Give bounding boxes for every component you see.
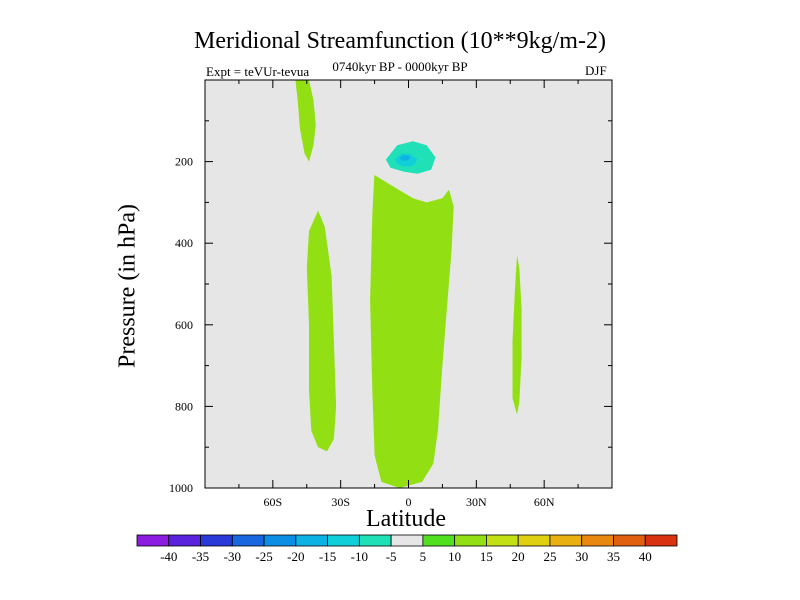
contour-region-7 — [306, 210, 337, 452]
colorbar-swatch — [581, 534, 614, 547]
season-label: DJF — [585, 63, 607, 78]
contour-region-15 — [489, 80, 499, 129]
colorbar-label: -25 — [255, 549, 272, 564]
y-tick-label: 800 — [175, 399, 193, 413]
colorbar-label: 5 — [420, 549, 427, 564]
x-axis-label: Latitude — [366, 506, 446, 532]
colorbar-swatch — [136, 534, 170, 547]
colorbar-swatch — [454, 534, 487, 547]
colorbar-swatch — [358, 534, 392, 547]
contour-region-16 — [512, 255, 522, 415]
colorbar-swatch — [422, 534, 456, 547]
colorbar-label: 40 — [639, 549, 652, 564]
colorbar: -40 -35 -30 -25 -20 -15 -10 -5 5 10 15 20 25 30 35 40 — [136, 534, 678, 564]
colorbar-label: 10 — [448, 549, 461, 564]
colorbar-swatch — [613, 534, 646, 547]
contour-region-6 — [370, 147, 454, 488]
colorbar-swatch — [200, 534, 233, 547]
x-axis: 60S 30S 0 30N 60N — [238, 80, 579, 509]
contour-region-13 — [399, 155, 411, 161]
colorbar-label: -5 — [386, 549, 397, 564]
colorbar-swatch — [517, 534, 551, 547]
colorbar-label: 15 — [480, 549, 493, 564]
colorbar-swatch — [168, 534, 201, 547]
colorbar-swatch — [486, 534, 519, 547]
colorbar-label: -35 — [192, 549, 209, 564]
colorbar-label: -40 — [160, 549, 177, 564]
colorbar-swatch — [390, 534, 424, 547]
colorbar-label: -15 — [319, 549, 336, 564]
colorbar-swatch — [295, 534, 328, 547]
colorbar-swatch — [231, 534, 265, 547]
colorbar-label: -30 — [224, 549, 241, 564]
colorbar-label: -20 — [287, 549, 304, 564]
x-tick-label: 30S — [331, 495, 350, 509]
colorbar-swatch — [549, 534, 583, 547]
contour-region-9 — [263, 80, 287, 468]
y-tick-label: 200 — [175, 155, 193, 169]
y-tick-label: 400 — [175, 236, 193, 250]
x-tick-label: 30N — [466, 495, 487, 509]
colorbar-swatch — [263, 534, 297, 547]
contour-region-14 — [456, 186, 468, 374]
y-tick-label: 1000 — [169, 481, 193, 495]
colorbar-swatch — [644, 534, 678, 547]
x-tick-label: 0 — [406, 495, 412, 509]
experiment-label: Expt = teVUr-tevua — [206, 64, 310, 79]
colorbar-label: 35 — [607, 549, 620, 564]
y-tick-label: 600 — [175, 318, 193, 332]
colorbar-label: 20 — [512, 549, 525, 564]
x-tick-label: 60N — [534, 495, 555, 509]
x-tick-label: 60S — [263, 495, 282, 509]
chart-title: Meridional Streamfunction (10**9kg/m-2) — [194, 28, 606, 54]
period-label: 0740kyr BP - 0000kyr BP — [332, 59, 468, 74]
contour-regions — [263, 80, 522, 488]
y-axis: 200 400 600 800 1000 — [169, 120, 612, 495]
contour-region-8 — [295, 80, 316, 162]
colorbar-label: -10 — [351, 549, 368, 564]
colorbar-label: 30 — [575, 549, 588, 564]
colorbar-label: 25 — [543, 549, 556, 564]
colorbar-swatch — [327, 534, 360, 547]
